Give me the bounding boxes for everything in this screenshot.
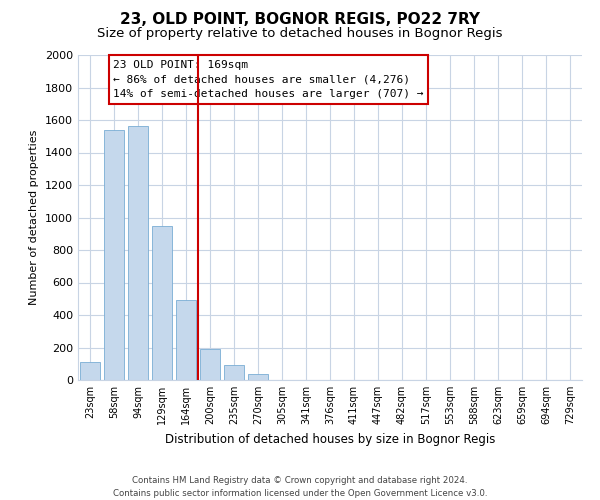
Text: 23 OLD POINT: 169sqm
← 86% of detached houses are smaller (4,276)
14% of semi-de: 23 OLD POINT: 169sqm ← 86% of detached h… <box>113 60 424 100</box>
Bar <box>152 226 172 380</box>
Text: Contains HM Land Registry data © Crown copyright and database right 2024.
Contai: Contains HM Land Registry data © Crown c… <box>113 476 487 498</box>
Bar <box>224 364 244 380</box>
Text: 23, OLD POINT, BOGNOR REGIS, PO22 7RY: 23, OLD POINT, BOGNOR REGIS, PO22 7RY <box>120 12 480 28</box>
Bar <box>248 374 268 380</box>
Bar <box>80 362 100 380</box>
Text: Size of property relative to detached houses in Bognor Regis: Size of property relative to detached ho… <box>97 28 503 40</box>
Bar <box>176 300 196 380</box>
Bar <box>128 126 148 380</box>
Bar <box>200 349 220 380</box>
X-axis label: Distribution of detached houses by size in Bognor Regis: Distribution of detached houses by size … <box>165 432 495 446</box>
Y-axis label: Number of detached properties: Number of detached properties <box>29 130 40 305</box>
Bar <box>104 130 124 380</box>
